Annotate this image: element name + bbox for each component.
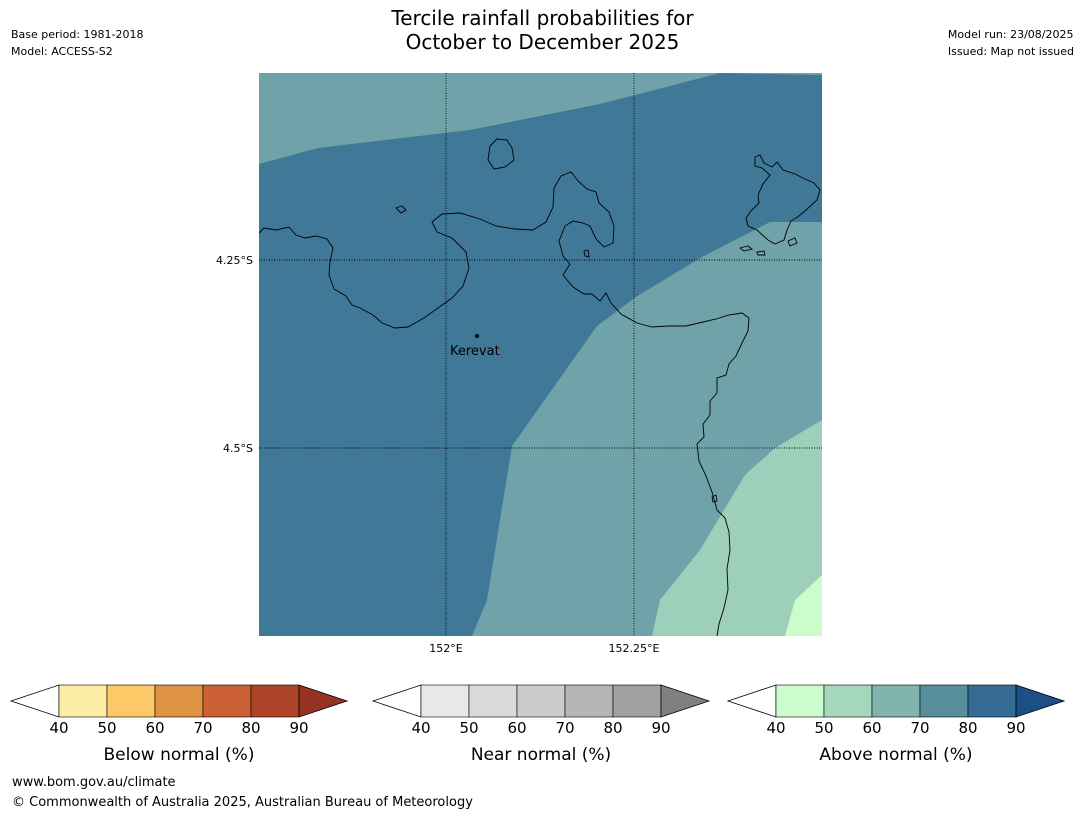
place-marker (475, 334, 479, 338)
colorbar-tick-label: 40 (766, 719, 786, 737)
new-britain-coast (259, 171, 750, 636)
colorbar-extend-high (1015, 684, 1066, 718)
duke-of-york-islands (745, 154, 821, 245)
colorbar-label: Above normal (%) (819, 745, 973, 765)
colorbar-segment (516, 684, 566, 718)
lat-label-4-25: 4.25°S (216, 254, 253, 267)
colorbar-tick-label: 80 (241, 719, 261, 737)
islet-west (395, 205, 407, 214)
colorbar-segment (58, 684, 108, 718)
colorbar-tick-label: 70 (193, 719, 213, 737)
colorbar-segment (967, 684, 1017, 718)
issued-status: Issued: Map not issued (947, 45, 1074, 58)
meta-right: Model run: 23/08/2025 Issued: Map not is… (948, 26, 1074, 60)
legend-colorbars (9, 684, 1066, 718)
lon-label-152: 152°E (429, 642, 462, 655)
colorbar-tick-label: 40 (411, 719, 431, 737)
colorbar-tick-label: 50 (814, 719, 834, 737)
colorbar-segment (468, 684, 518, 718)
colorbar-label: Near normal (%) (470, 745, 612, 765)
colorbar-segment (612, 684, 662, 718)
colorbar-segment (106, 684, 156, 718)
colorbar-tick-label: 60 (507, 719, 527, 737)
colorbar-segment (250, 684, 300, 718)
colorbar-label: Below normal (%) (103, 745, 255, 765)
colorbar-segment (775, 684, 825, 718)
region-40-50 (785, 575, 822, 636)
islet-east-2 (756, 250, 766, 256)
region-60-70-north (259, 73, 822, 164)
colorbar-tick-label: 60 (862, 719, 882, 737)
title-line-1: Tercile rainfall probabilities for (391, 6, 694, 30)
colorbar-segment (919, 684, 969, 718)
colorbar-tick-label: 90 (1006, 719, 1026, 737)
base-period: Base period: 1981-2018 (11, 28, 144, 41)
colorbar-tick-label: 70 (555, 719, 575, 737)
islet-coast (583, 249, 590, 258)
footer-copyright: © Commonwealth of Australia 2025, Austra… (12, 795, 473, 810)
meta-left: Base period: 1981-2018 Model: ACCESS-S2 (11, 26, 143, 60)
islet-east-1 (738, 245, 754, 252)
map-title: Tercile rainfall probabilities for Octob… (300, 6, 785, 54)
colorbar-extend-high (660, 684, 711, 718)
colorbar-extend-high (298, 684, 349, 718)
probability-field (259, 73, 822, 636)
region-50-60 (652, 420, 822, 636)
islet-south (711, 494, 718, 503)
islet-east-3 (787, 237, 798, 247)
colorbar-segment (420, 684, 470, 718)
colorbar-segment (823, 684, 873, 718)
lat-label-4-5: 4.5°S (223, 442, 253, 455)
colorbar-segment (871, 684, 921, 718)
colorbar-tick-label: 40 (49, 719, 69, 737)
footer-url: www.bom.gov.au/climate (12, 775, 176, 790)
title-line-2: October to December 2025 (405, 30, 680, 54)
island-north (487, 138, 515, 170)
colorbar-tick-label: 90 (289, 719, 309, 737)
colorbar-segment (154, 684, 204, 718)
colorbar-tick-label: 60 (145, 719, 165, 737)
model-run: Model run: 23/08/2025 (947, 28, 1074, 41)
model-name: Model: ACCESS-S2 (11, 45, 113, 58)
colorbar-tick-label: 70 (910, 719, 930, 737)
colorbar-tick-label: 50 (97, 719, 117, 737)
colorbar-tick-label: 90 (651, 719, 671, 737)
place-label: Kerevat (450, 344, 500, 359)
coastline (259, 138, 821, 636)
colorbar-tick-label: 80 (958, 719, 978, 737)
colorbar-tick-label: 80 (603, 719, 623, 737)
colorbar-tick-label: 50 (459, 719, 479, 737)
colorbar-extend-low (726, 684, 777, 718)
colorbar-segment (202, 684, 252, 718)
colorbar-extend-low (9, 684, 60, 718)
lon-label-152-25: 152.25°E (609, 642, 660, 655)
colorbar-extend-low (371, 684, 422, 718)
colorbar-segment (564, 684, 614, 718)
